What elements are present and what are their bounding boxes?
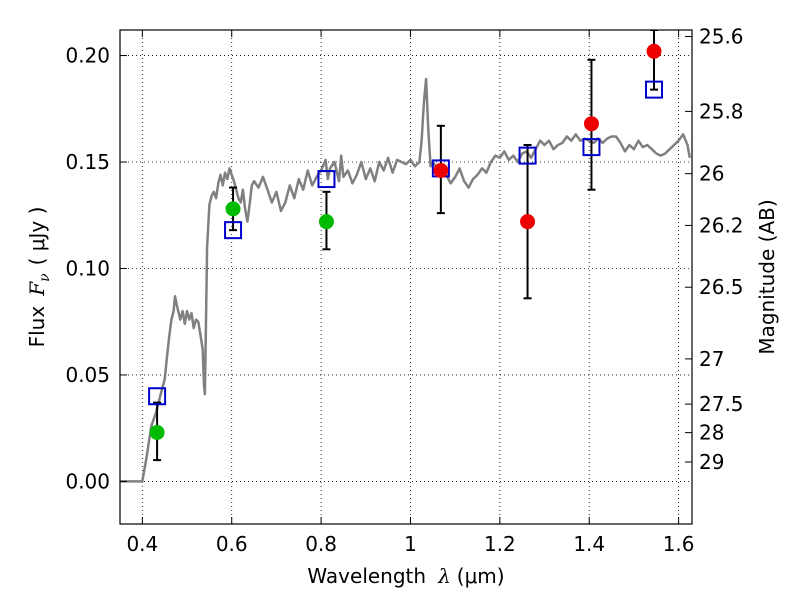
y-tick-label: 0.00 (65, 469, 110, 493)
y-tick-label: 0.15 (65, 150, 110, 174)
x-tick-label: 0.8 (305, 532, 337, 556)
model-spectrum-line (120, 77, 692, 483)
y2-axis-label: Magnitude (AB) (755, 199, 779, 354)
model-flux-square (224, 221, 243, 240)
model-flux-square (582, 138, 601, 157)
observed-flux-point (225, 201, 241, 217)
observed-flux-point (583, 116, 599, 132)
x-tick-label: 0.4 (126, 532, 158, 556)
y-tick-label: 0.20 (65, 44, 110, 68)
x-tick-label: 1.6 (663, 532, 695, 556)
y2-tick-labels: 25.6 25.8 26 26.2 26.5 27 27.5 28 29 (699, 25, 744, 474)
model-flux-square (645, 80, 664, 99)
y2-tick-label: 26.2 (699, 213, 744, 237)
y2-tick-label: 29 (699, 450, 724, 474)
observed-flux-point (520, 214, 536, 230)
observed-flux-point (433, 163, 449, 179)
observed-flux-point (646, 43, 662, 59)
y2-tick-label: 25.8 (699, 99, 744, 123)
x-axis-label: Wavelength λ (μm) (307, 564, 504, 588)
y2-tick-label: 25.6 (699, 25, 744, 49)
grid-lines (120, 30, 692, 524)
y-tick-label: 0.10 (65, 256, 110, 280)
y-tick-label: 0.05 (65, 363, 110, 387)
model-flux-square (148, 387, 167, 406)
y-axis-label: FluxFν( μJy ) (25, 207, 53, 348)
y2-tick-label: 27 (699, 347, 724, 371)
model-flux-square (317, 170, 336, 189)
y2-tick-label: 28 (699, 421, 724, 445)
x-tick-labels: 0.4 0.6 0.8 1 1.2 1.4 1.6 (126, 532, 694, 556)
model-flux-square (518, 146, 537, 165)
observed-flux-point (149, 424, 165, 440)
axis-ticks (120, 30, 692, 524)
plot-area (120, 30, 692, 483)
x-tick-label: 1.4 (573, 532, 605, 556)
x-tick-label: 1.2 (484, 532, 516, 556)
observed-flux-point (318, 214, 334, 230)
y2-tick-label: 27.5 (699, 392, 744, 416)
y2-tick-label: 26 (699, 162, 724, 186)
y2-tick-label: 26.5 (699, 275, 744, 299)
x-tick-label: 1 (404, 532, 417, 556)
plot-frame (119, 29, 693, 525)
y-tick-labels: 0.00 0.05 0.10 0.15 0.20 (65, 44, 110, 494)
x-tick-label: 0.6 (216, 532, 248, 556)
